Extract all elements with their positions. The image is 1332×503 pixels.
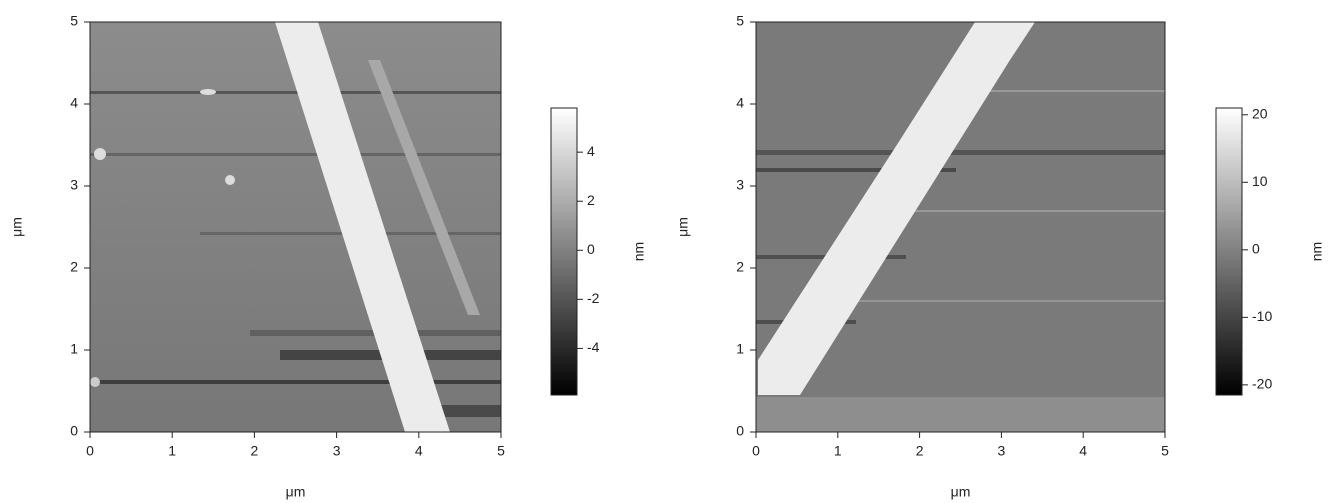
x-tick-label: 0 bbox=[752, 443, 760, 459]
x-tick-label: 2 bbox=[251, 443, 259, 459]
colorbar-label: nm bbox=[1309, 242, 1325, 261]
colorbar-tick-label: -4 bbox=[587, 339, 600, 355]
x-tick-label: 3 bbox=[333, 443, 341, 459]
y-tick-label: 0 bbox=[736, 423, 744, 439]
y-axis-label: μm bbox=[9, 217, 25, 237]
colorbar bbox=[1215, 107, 1243, 396]
plot-frame bbox=[89, 21, 502, 433]
colorbar-tick-label: -2 bbox=[587, 290, 600, 306]
colorbar-tick-label: 20 bbox=[1252, 105, 1268, 121]
x-tick-label: 2 bbox=[916, 443, 924, 459]
y-tick-label: 4 bbox=[70, 95, 78, 111]
colorbar-tick-label: 10 bbox=[1252, 173, 1268, 189]
x-tick-label: 5 bbox=[497, 443, 505, 459]
colorbar-label: nm bbox=[631, 242, 647, 261]
x-tick-label: 1 bbox=[168, 443, 176, 459]
x-tick-label: 5 bbox=[1161, 443, 1169, 459]
x-tick-label: 3 bbox=[998, 443, 1006, 459]
y-tick-label: 4 bbox=[736, 95, 744, 111]
y-tick-label: 3 bbox=[736, 177, 744, 193]
plot-frame bbox=[755, 21, 1166, 433]
x-tick-label: 4 bbox=[415, 443, 423, 459]
x-axis-label: μm bbox=[286, 484, 306, 500]
colorbar-tick-label: -20 bbox=[1252, 376, 1272, 392]
y-tick-label: 2 bbox=[736, 259, 744, 275]
y-tick-label: 0 bbox=[70, 423, 78, 439]
colorbar bbox=[550, 107, 578, 396]
y-tick-label: 5 bbox=[70, 13, 78, 29]
afm-image bbox=[90, 22, 501, 432]
afm-image bbox=[756, 22, 1165, 432]
x-tick-label: 0 bbox=[86, 443, 94, 459]
y-tick-label: 2 bbox=[70, 259, 78, 275]
x-tick-label: 4 bbox=[1079, 443, 1087, 459]
y-tick-label: 3 bbox=[70, 177, 78, 193]
x-axis-label: μm bbox=[951, 484, 971, 500]
y-tick-label: 1 bbox=[70, 341, 78, 357]
y-axis-label: μm bbox=[675, 217, 691, 237]
colorbar-tick-label: 2 bbox=[587, 192, 595, 208]
colorbar-tick-label: 0 bbox=[587, 241, 595, 257]
colorbar-tick-label: 0 bbox=[1252, 241, 1260, 257]
y-tick-label: 5 bbox=[736, 13, 744, 29]
y-tick-label: 1 bbox=[736, 341, 744, 357]
colorbar-tick-label: 4 bbox=[587, 143, 595, 159]
x-tick-label: 1 bbox=[834, 443, 842, 459]
colorbar-tick-label: -10 bbox=[1252, 308, 1272, 324]
